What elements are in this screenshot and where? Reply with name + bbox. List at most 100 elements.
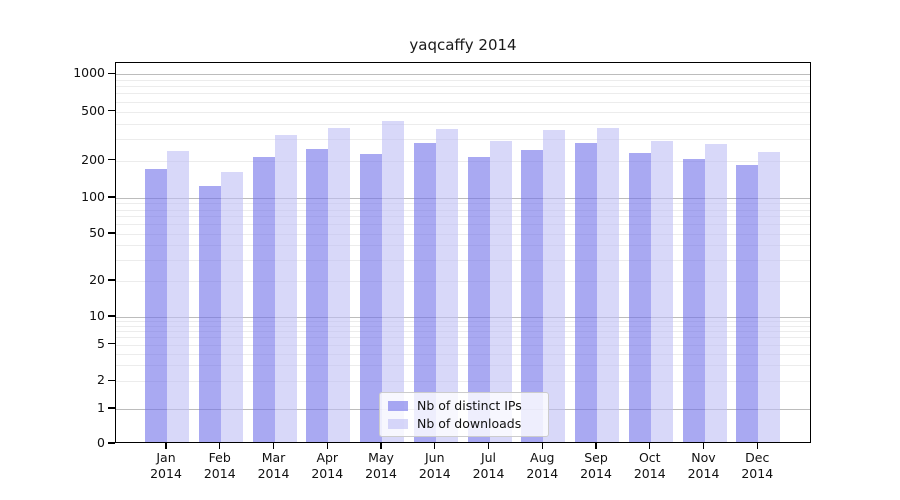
chart-title: yaqcaffy 2014 (409, 36, 517, 54)
x-tick (756, 443, 758, 449)
plot-area (115, 62, 811, 443)
gridline-minor (116, 233, 810, 235)
x-tick-label: Nov 2014 (677, 450, 731, 482)
bar-downloads (758, 151, 781, 442)
y-tick (108, 72, 115, 74)
gridline-minor (116, 337, 810, 339)
x-tick (380, 443, 382, 449)
bar-downloads (489, 141, 512, 442)
gridline-minor (116, 93, 810, 95)
gridline-minor (116, 160, 810, 162)
legend-swatch-distinct-ips (388, 400, 408, 411)
gridline-minor (116, 86, 810, 88)
x-tick-label: Feb 2014 (193, 450, 247, 482)
legend-swatch-downloads (388, 418, 408, 429)
y-tick-label: 10 (89, 308, 105, 323)
x-tick-year: 2014 (741, 466, 774, 481)
bar-downloads (274, 135, 297, 442)
x-tick (541, 443, 543, 449)
bar-distinct-ips (467, 156, 490, 442)
x-tick-label: Jun 2014 (408, 450, 462, 482)
bar-distinct-ips (306, 149, 329, 442)
y-tick-label: 2 (97, 372, 105, 388)
bar-downloads (597, 128, 619, 442)
gridline-minor (116, 216, 810, 218)
bar-distinct-ips (413, 143, 436, 442)
x-tick (326, 443, 328, 449)
x-tick-label: May 2014 (354, 450, 408, 482)
legend-label-downloads: Nb of downloads (417, 416, 522, 431)
y-tick (108, 442, 115, 444)
x-tick-year: 2014 (203, 466, 236, 481)
gridline-minor (116, 111, 810, 113)
y-tick-label: 200 (81, 151, 105, 167)
x-tick (165, 443, 167, 449)
bar-distinct-ips (575, 143, 597, 442)
gridline-minor (116, 365, 810, 367)
x-tick-label: Dec 2014 (730, 450, 784, 482)
y-tick-label: 1 (97, 400, 105, 415)
y-tick-label: 0 (97, 435, 105, 450)
x-tick-label: Apr 2014 (300, 450, 354, 482)
bar-downloads (328, 128, 351, 442)
x-tick-year: 2014 (526, 466, 559, 481)
gridline-minor (116, 331, 810, 333)
y-tick-label: 500 (81, 102, 105, 118)
bar-distinct-ips (252, 156, 275, 442)
x-tick (219, 443, 221, 449)
y-tick-label: 50 (89, 224, 105, 240)
x-tick (702, 443, 705, 449)
x-tick (434, 443, 436, 449)
gridline-minor (116, 381, 810, 383)
x-tick-year: 2014 (418, 466, 451, 481)
y-tick (108, 279, 115, 281)
bar-downloads (435, 129, 458, 442)
y-tick-label: 100 (81, 189, 105, 204)
gridline-minor (116, 325, 810, 327)
bar-distinct-ips (360, 153, 382, 442)
y-tick (108, 379, 115, 381)
y-tick (108, 159, 115, 161)
x-tick (272, 443, 275, 449)
bar-downloads (650, 140, 673, 442)
x-tick-year: 2014 (150, 466, 182, 481)
y-tick-label: 20 (89, 272, 105, 288)
bar-distinct-ips (145, 169, 167, 442)
gridline-minor (116, 138, 810, 140)
gridline-minor (116, 344, 810, 346)
gridline-minor (116, 123, 810, 125)
gridline-minor (116, 281, 810, 283)
y-tick (108, 109, 115, 112)
bar-distinct-ips (198, 186, 221, 442)
gridline-major (116, 198, 810, 199)
bar-downloads (704, 144, 727, 442)
x-tick (649, 443, 651, 449)
bar-downloads (543, 130, 566, 442)
x-tick-label: Mar 2014 (247, 450, 301, 482)
legend-label-distinct-ips: Nb of distinct IPs (417, 398, 522, 413)
bar-downloads (220, 171, 243, 442)
gridline-minor (116, 353, 810, 355)
gridline-minor (116, 224, 810, 226)
gridline-minor (116, 245, 810, 247)
x-tick (487, 443, 490, 449)
x-tick-label: Jul 2014 (462, 450, 516, 482)
bar-distinct-ips (521, 149, 544, 442)
legend-row-distinct-ips: Nb of distinct IPs (388, 398, 540, 413)
x-tick-label: Oct 2014 (623, 450, 677, 482)
bar-distinct-ips (628, 153, 651, 442)
y-tick-label: 1000 (73, 65, 105, 81)
x-tick-year: 2014 (472, 466, 505, 481)
y-tick (108, 315, 115, 317)
y-tick-label: 5 (97, 335, 105, 351)
legend-row-downloads: Nb of downloads (388, 416, 540, 431)
bar-downloads (382, 120, 404, 442)
gridline-major (116, 74, 810, 76)
gridline-minor (116, 101, 810, 103)
gridline-minor (116, 79, 810, 81)
gridline-major (116, 317, 810, 318)
y-tick (108, 196, 115, 198)
x-tick (595, 443, 597, 449)
gridline-minor (116, 260, 810, 262)
